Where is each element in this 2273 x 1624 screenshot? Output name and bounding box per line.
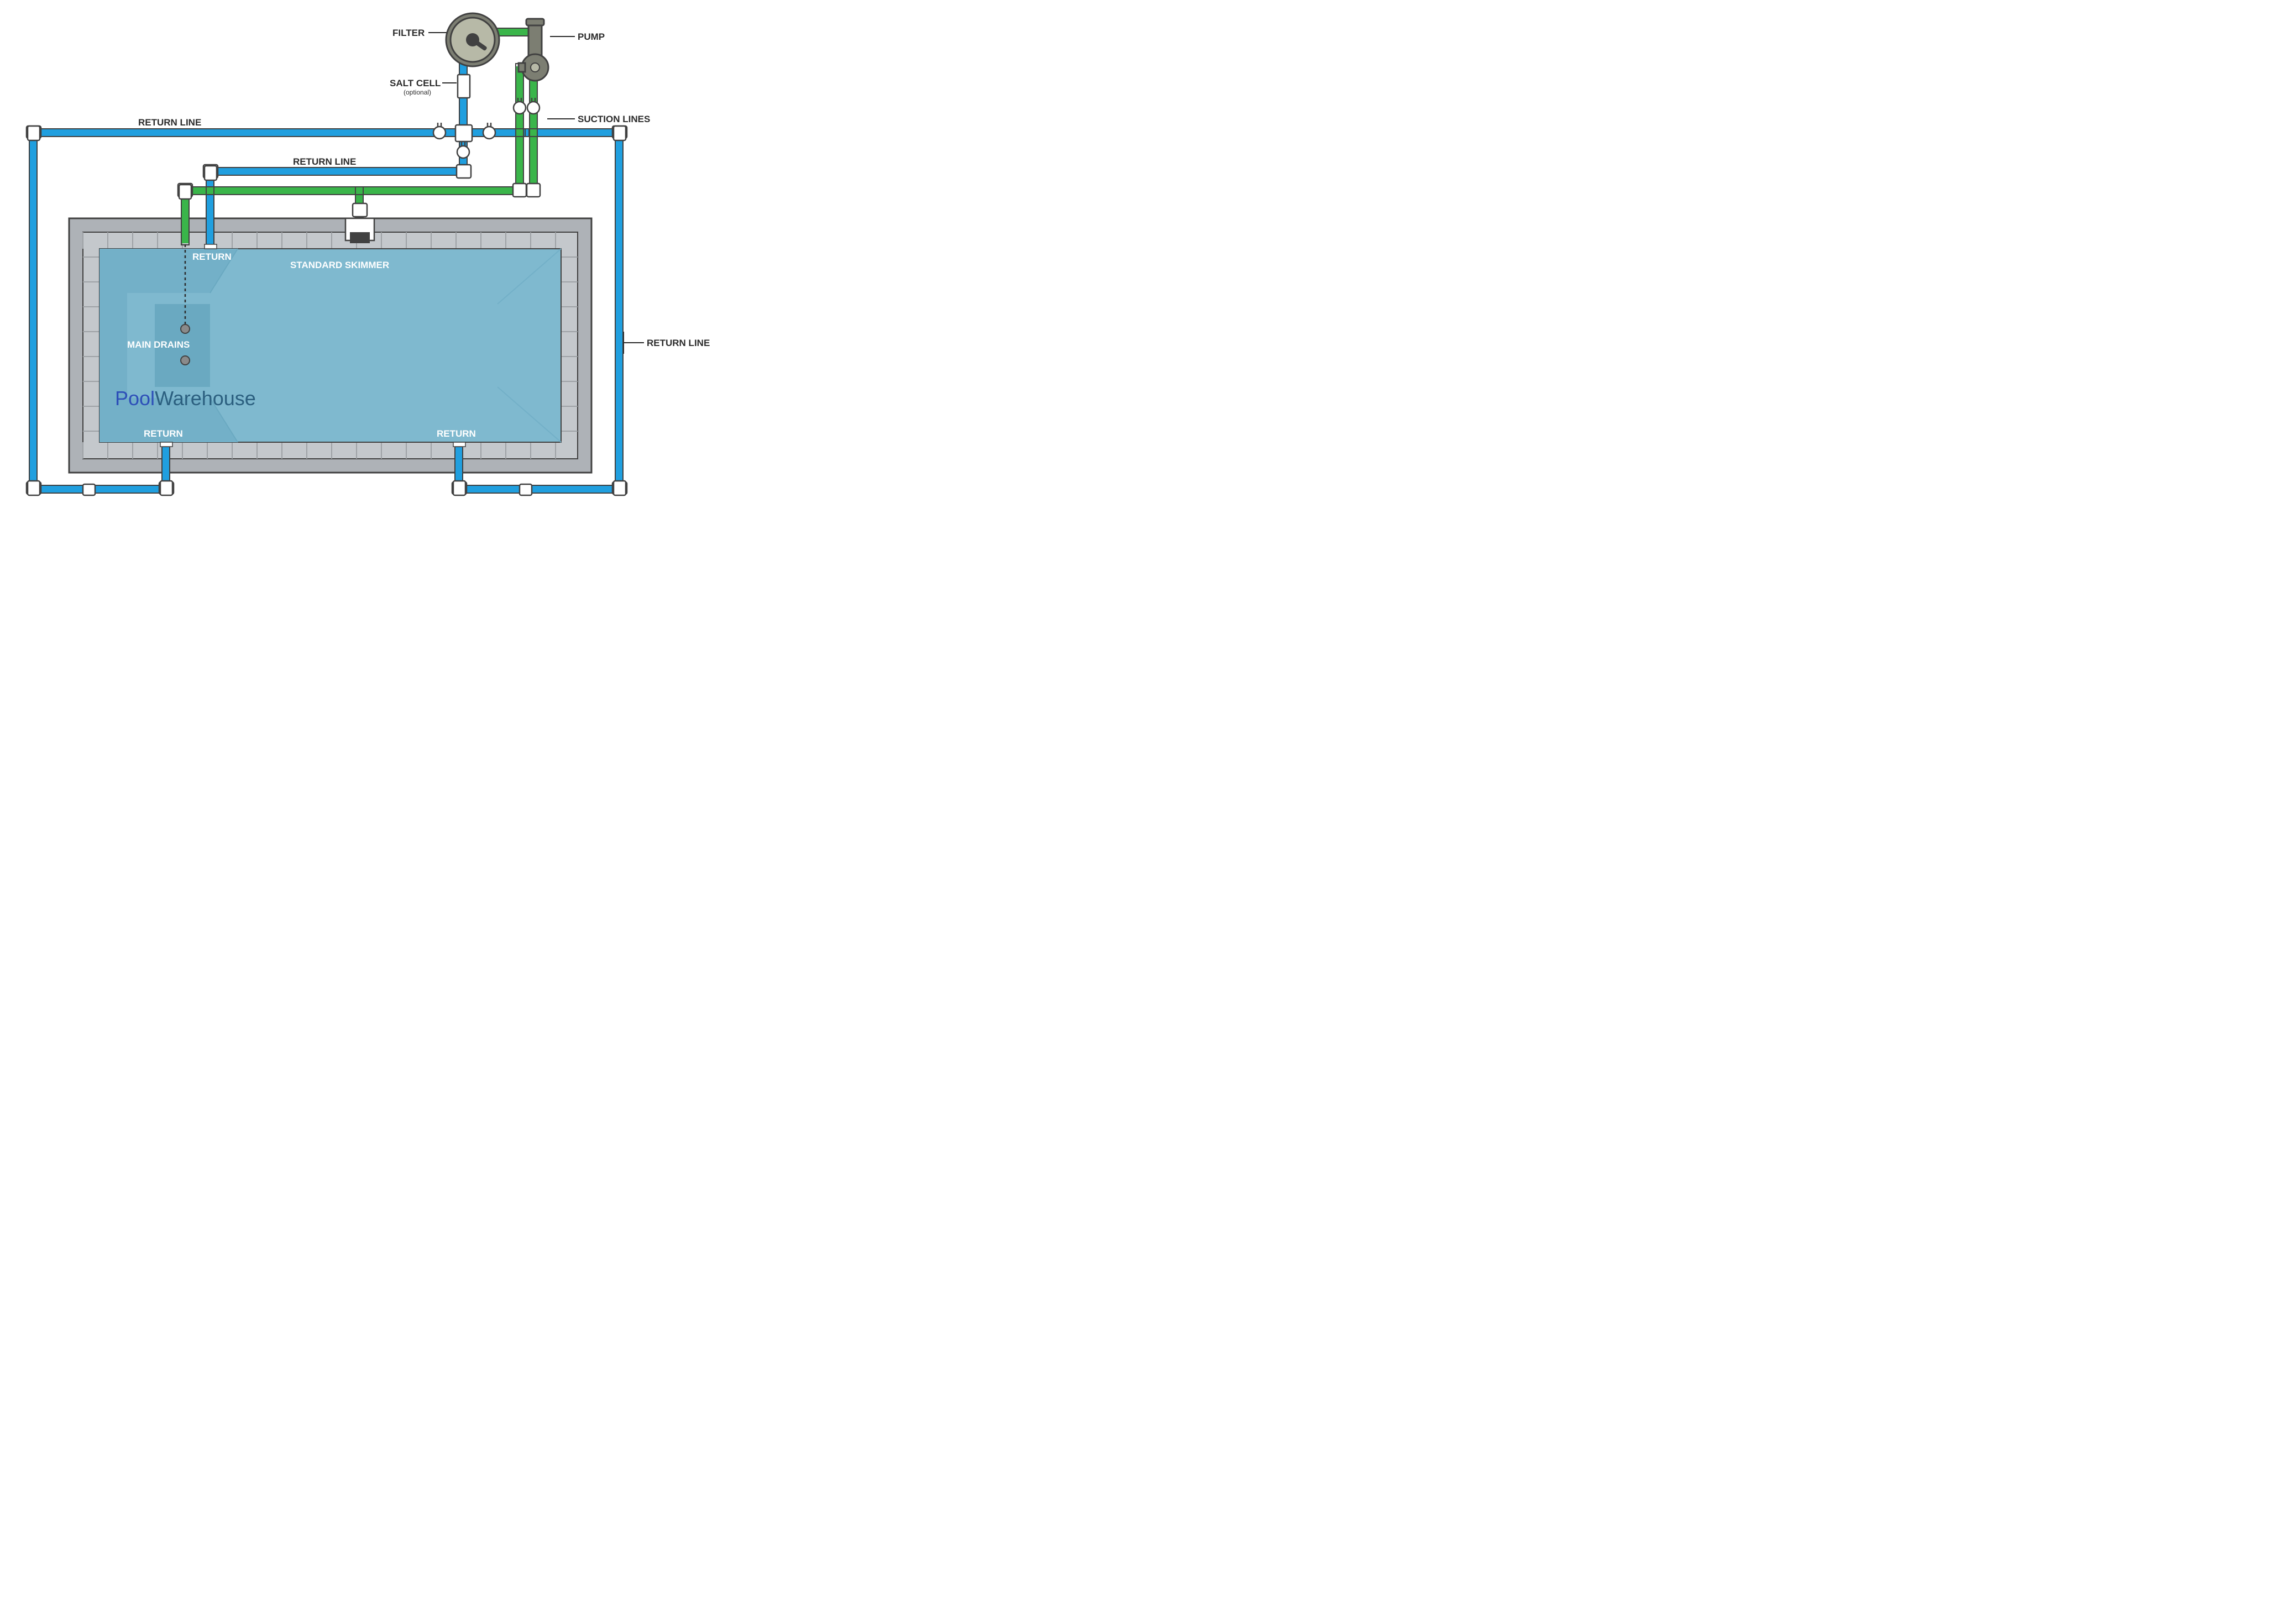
main-drains-label: MAIN DRAINS	[127, 339, 190, 350]
pool-plumbing-diagram: FILTER PUMP SALT CELL (optional) RETURN …	[0, 0, 715, 511]
return-line-label-top: RETURN LINE	[138, 117, 201, 128]
poolwarehouse-logo: PoolWarehouse	[115, 387, 256, 410]
suction-lines-label: SUCTION LINES	[578, 114, 650, 125]
diagram-svg	[0, 0, 715, 511]
skimmer-label: STANDARD SKIMMER	[290, 260, 389, 271]
salt-cell-label: SALT CELL	[390, 78, 441, 89]
return-label-bl: RETURN	[144, 428, 183, 439]
filter-label: FILTER	[392, 28, 425, 39]
return-port	[453, 442, 465, 447]
logo-warehouse: Warehouse	[155, 387, 256, 410]
return-port	[205, 244, 217, 249]
return-label-br: RETURN	[437, 428, 476, 439]
skimmer-icon	[345, 218, 374, 243]
valve	[483, 123, 495, 139]
return-port	[160, 442, 172, 447]
return-line-label-mid: RETURN LINE	[293, 156, 356, 167]
filter-icon	[446, 13, 499, 66]
return-line-label-right: RETURN LINE	[647, 338, 710, 349]
return-label-top: RETURN	[192, 252, 232, 263]
logo-pool: Pool	[115, 387, 155, 410]
pump-label: PUMP	[578, 32, 605, 43]
salt-cell-note: (optional)	[404, 88, 431, 96]
valve	[433, 123, 446, 139]
